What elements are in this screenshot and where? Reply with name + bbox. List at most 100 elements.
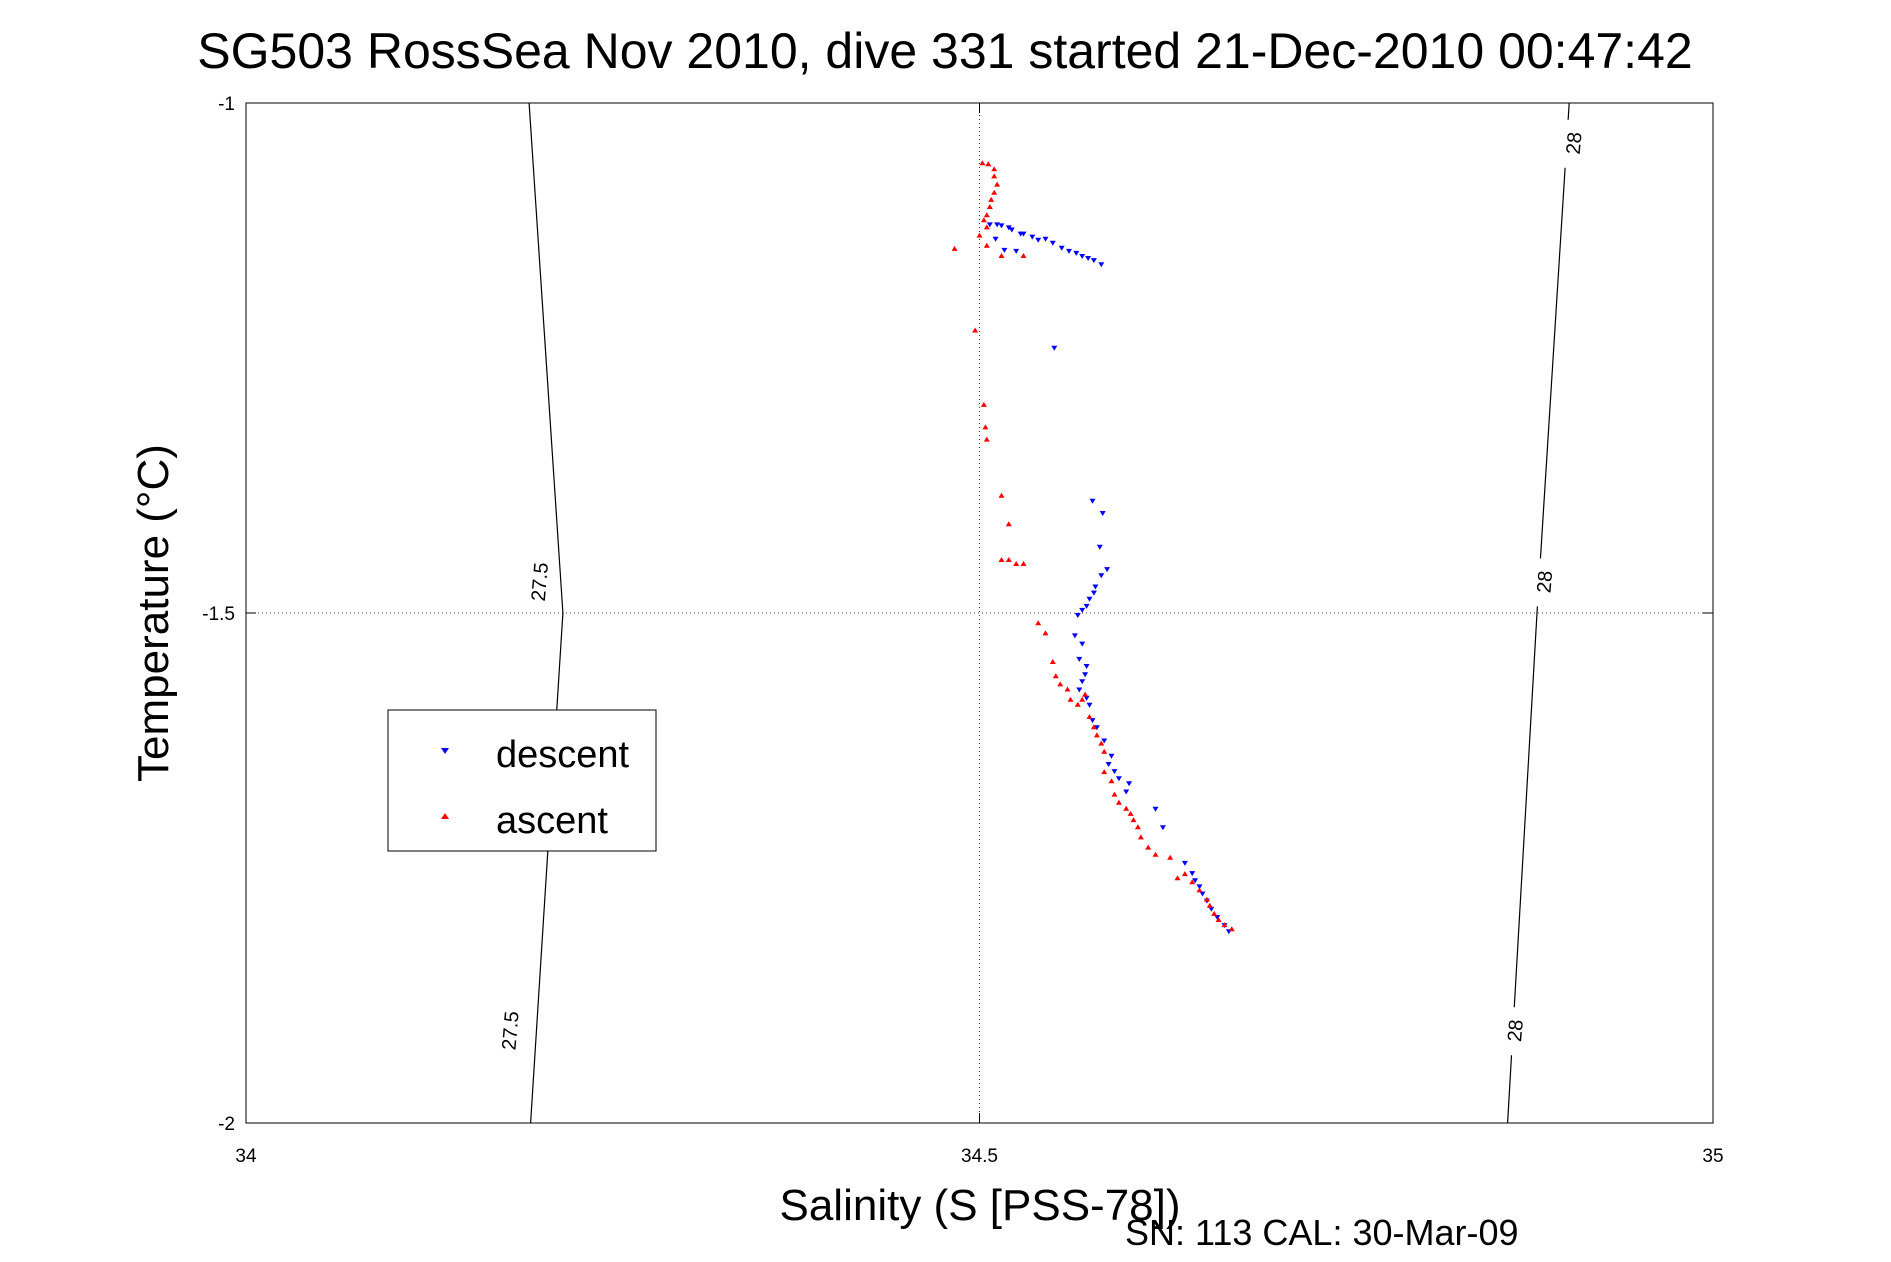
descent-point bbox=[1001, 247, 1008, 253]
y-axis-label: Temperature (°C) bbox=[129, 444, 178, 782]
ascent-point bbox=[1206, 902, 1213, 908]
contour-label: 28 bbox=[1533, 570, 1557, 594]
ascent-point bbox=[1049, 659, 1056, 664]
descent-point bbox=[1042, 236, 1049, 242]
contour-label-bg bbox=[525, 558, 554, 607]
x-tick-label: 34.5 bbox=[961, 1146, 998, 1167]
chart-title: SG503 RossSea Nov 2010, dive 331 started… bbox=[197, 23, 1692, 79]
descent-point bbox=[1159, 825, 1166, 831]
descent-point bbox=[1079, 679, 1086, 685]
y-tick-label: -1.5 bbox=[202, 604, 235, 625]
contour-label-bg bbox=[496, 1007, 525, 1056]
ascent-point bbox=[980, 401, 987, 407]
ascent-point bbox=[994, 181, 1001, 187]
x-axis-label: Salinity (S [PSS-78]) bbox=[779, 1181, 1180, 1230]
descent-point bbox=[1105, 762, 1112, 767]
contour-label-bg bbox=[1500, 1007, 1529, 1056]
descent-point bbox=[1058, 245, 1065, 251]
descent-point bbox=[992, 236, 999, 242]
ascent-point bbox=[1111, 791, 1118, 797]
descent-point bbox=[1076, 656, 1083, 662]
descent-point bbox=[1196, 884, 1203, 890]
descent-point bbox=[1083, 603, 1090, 609]
descent-point bbox=[1029, 234, 1036, 240]
ascent-point bbox=[1115, 799, 1122, 805]
legend-label-ascent: ascent bbox=[496, 800, 608, 842]
descent-point bbox=[986, 222, 993, 228]
ascent-point bbox=[1079, 696, 1086, 702]
ascent-point bbox=[1101, 769, 1108, 775]
x-tick-label: 35 bbox=[1702, 1146, 1723, 1167]
descent-point bbox=[994, 222, 1001, 228]
descent-point bbox=[1035, 237, 1042, 243]
ascent-point bbox=[983, 436, 990, 442]
descent-point bbox=[1090, 590, 1097, 596]
descent-point bbox=[1189, 871, 1196, 877]
legend-label-descent: descent bbox=[496, 734, 630, 776]
descent-point bbox=[1199, 891, 1206, 897]
ascent-point bbox=[1098, 740, 1105, 746]
ascent-point bbox=[980, 217, 987, 223]
ascent-point bbox=[986, 204, 993, 209]
descent-point bbox=[1126, 781, 1133, 787]
footer-serial-cal: SN: 113 CAL: 30-Mar-09 bbox=[1125, 1212, 1519, 1253]
descent-point bbox=[1101, 738, 1108, 744]
ascent-point bbox=[976, 232, 983, 238]
contour-label: 28 bbox=[1504, 1019, 1528, 1043]
ascent-point bbox=[1074, 701, 1081, 707]
ascent-point bbox=[1090, 724, 1097, 730]
descent-point bbox=[1098, 573, 1105, 579]
descent-point bbox=[1076, 687, 1083, 693]
ascent-point bbox=[979, 160, 986, 166]
ascent-point bbox=[998, 557, 1005, 562]
ascent-point bbox=[1181, 871, 1188, 877]
contour-label: 27.5 bbox=[528, 562, 553, 603]
descent-point bbox=[1099, 511, 1106, 516]
legend-box bbox=[387, 709, 657, 852]
ascent-point bbox=[985, 161, 992, 167]
ascent-point bbox=[1134, 824, 1141, 830]
ascent-point bbox=[982, 424, 989, 430]
ascent-point bbox=[1082, 691, 1089, 697]
contour-label: 28 bbox=[1563, 131, 1587, 155]
descent-point bbox=[998, 223, 1005, 229]
descent-point bbox=[1049, 240, 1056, 246]
ascent-point bbox=[1086, 714, 1093, 719]
contour-line-27-5 bbox=[528, 102, 564, 1124]
descent-point bbox=[1192, 878, 1199, 884]
descent-point bbox=[1073, 250, 1080, 256]
descent-point bbox=[1096, 544, 1103, 550]
ascent-point bbox=[991, 189, 998, 195]
descent-point bbox=[1123, 789, 1130, 795]
ascent-point bbox=[1064, 686, 1071, 692]
y-axis-ticks: -1 -1.5 -2 bbox=[202, 94, 1713, 1135]
descent-point bbox=[1104, 567, 1111, 573]
ascent-point bbox=[1101, 748, 1108, 754]
descent-point bbox=[1108, 753, 1115, 759]
ascent-point bbox=[1020, 561, 1027, 566]
descent-point bbox=[1093, 725, 1100, 731]
ascent-point bbox=[1057, 681, 1064, 687]
descent-point bbox=[1090, 258, 1097, 264]
descent-point bbox=[1079, 607, 1086, 613]
contour-line-28 bbox=[1507, 102, 1570, 1124]
ascent-point bbox=[1174, 875, 1181, 881]
ascent-point bbox=[1203, 896, 1210, 902]
y-tick-label: -1 bbox=[218, 94, 235, 115]
descent-point bbox=[1071, 633, 1078, 639]
x-axis-ticks: 34 34.5 35 bbox=[235, 103, 1724, 1167]
ascent-point bbox=[1093, 732, 1100, 738]
ascent-point bbox=[951, 245, 958, 251]
ascent-point bbox=[1042, 630, 1049, 636]
ascent-point bbox=[1167, 854, 1174, 860]
ascent-point bbox=[991, 173, 998, 179]
ascent-point bbox=[1052, 673, 1059, 679]
ascent-point bbox=[998, 253, 1005, 258]
descent-point bbox=[1089, 498, 1096, 504]
descent-point bbox=[1083, 695, 1090, 701]
descent-point bbox=[1013, 248, 1020, 254]
descent-point bbox=[1181, 860, 1188, 866]
ascent-point bbox=[1137, 834, 1144, 840]
